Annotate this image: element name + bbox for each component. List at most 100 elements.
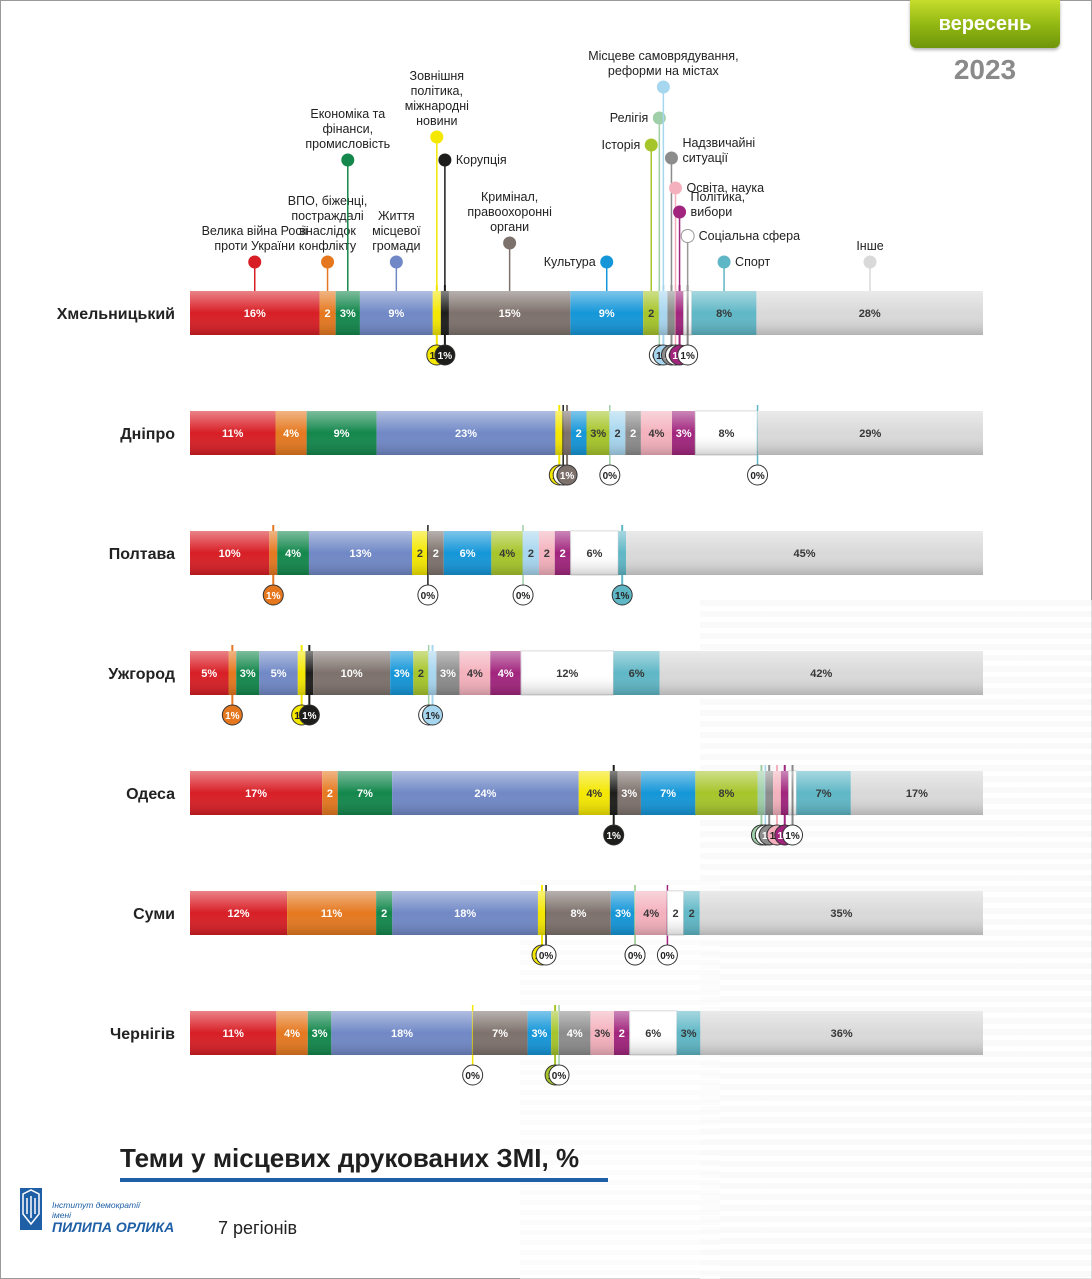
callout-value-label: 1% bbox=[438, 351, 453, 362]
chart-title: Теми у місцевих друкованих ЗМІ, % bbox=[120, 1143, 580, 1173]
legend-label: Історія bbox=[601, 138, 640, 152]
newspaper-background bbox=[700, 600, 1092, 1279]
legend-dot-religion bbox=[652, 111, 666, 125]
callout-bubble bbox=[221, 704, 243, 726]
legend-label: Культура bbox=[544, 255, 596, 269]
region-label: Дніпро bbox=[120, 426, 175, 443]
zero-marker-bubble bbox=[462, 1064, 484, 1086]
legend-dot-war bbox=[248, 255, 262, 269]
legend-dot-corruption bbox=[438, 153, 452, 167]
legend-dot-economy bbox=[341, 153, 355, 167]
zero-marker-bubble bbox=[747, 464, 769, 486]
region-label: Суми bbox=[133, 906, 175, 923]
callout-bubble bbox=[611, 584, 633, 606]
bar-gloss bbox=[190, 531, 983, 575]
bar-gloss bbox=[190, 411, 983, 455]
zero-value-label: 0% bbox=[750, 471, 765, 482]
year-label: 2023 bbox=[953, 54, 1017, 85]
legend-dot-politics bbox=[673, 205, 687, 219]
legend-dot-history bbox=[644, 138, 658, 152]
legend-dot-sport bbox=[717, 255, 731, 269]
region-label: Чернігів bbox=[110, 1026, 175, 1043]
legend-label: Інше bbox=[856, 239, 883, 253]
legend-label: Корупція bbox=[456, 153, 507, 167]
legend-label: Кримінал, правоохоронні органи bbox=[467, 190, 552, 234]
zero-value-label: 0% bbox=[421, 591, 436, 602]
legend-label: Спорт bbox=[735, 255, 770, 269]
zero-value-label: 0% bbox=[552, 1071, 567, 1082]
region-label: Одеса bbox=[126, 786, 175, 803]
zero-marker-bubble bbox=[548, 1064, 570, 1086]
bar-gloss bbox=[190, 891, 983, 935]
logo-bars-icon bbox=[26, 1196, 36, 1218]
legend-label: ВПО, біженці, постраждалі внаслідок конфлік… bbox=[288, 194, 368, 253]
legend-dot-selfgov bbox=[656, 80, 670, 94]
legend-label: Місцеве самоврядування, реформи на містах bbox=[588, 49, 738, 78]
logo-name: ПИЛИПА ОРЛИКА bbox=[52, 1219, 175, 1235]
logo-line-1: Інститут демократії bbox=[52, 1200, 140, 1210]
legend-dot-community bbox=[389, 255, 403, 269]
legend-dot-culture bbox=[600, 255, 614, 269]
zero-marker-bubble bbox=[417, 584, 439, 606]
callout-value-label: 1% bbox=[606, 831, 621, 842]
zero-marker-bubble bbox=[656, 944, 678, 966]
callout-value-label: 1% bbox=[266, 591, 281, 602]
callout-value-label: 1% bbox=[302, 711, 317, 722]
zero-value-label: 0% bbox=[465, 1071, 480, 1082]
logo-text: Інститут демократії імені ПИЛИПА ОРЛИКА bbox=[52, 1200, 174, 1234]
region-label: Хмельницький bbox=[57, 306, 175, 323]
zero-value-label: 0% bbox=[660, 951, 675, 962]
legend-dot-vpo bbox=[321, 255, 335, 269]
legend-label: Велика війна Росії проти України bbox=[202, 224, 309, 253]
logo-line-2: імені bbox=[52, 1210, 72, 1220]
callout-bubble bbox=[298, 704, 320, 726]
zero-marker-bubble bbox=[512, 584, 534, 606]
legend-label: Освіта, наука bbox=[687, 181, 765, 195]
legend-dot-emergency bbox=[664, 151, 678, 165]
title-underline bbox=[120, 1178, 608, 1182]
legend-label: Зовнішня політика, міжнародні новини bbox=[405, 69, 469, 128]
bar-gloss bbox=[190, 1011, 983, 1055]
callout-bubble bbox=[782, 824, 804, 846]
callout-bubble bbox=[434, 344, 456, 366]
callout-value-label: 1% bbox=[615, 591, 630, 602]
legend-dot-foreign bbox=[430, 130, 444, 144]
legend-dot-other bbox=[863, 255, 877, 269]
month-badge: вересень bbox=[910, 0, 1060, 48]
zero-marker-bubble bbox=[624, 944, 646, 966]
callout-value-label: 1% bbox=[785, 831, 800, 842]
legend-label: Надзвичайні ситуації bbox=[682, 136, 755, 165]
callout-bubble bbox=[603, 824, 625, 846]
legend-label: Політика, вибори bbox=[691, 190, 746, 219]
zero-marker-bubble bbox=[599, 464, 621, 486]
legend-dot-social bbox=[680, 229, 695, 243]
month-label: вересень bbox=[938, 12, 1032, 35]
chart-subtitle: 7 регіонів bbox=[218, 1218, 298, 1238]
zero-marker-bubble bbox=[535, 944, 557, 966]
bar-gloss bbox=[190, 291, 983, 335]
callout-bubble bbox=[262, 584, 284, 606]
legend-label: Життя місцевої громади bbox=[372, 209, 421, 253]
bar-gloss bbox=[190, 651, 983, 695]
region-label: Ужгород bbox=[108, 666, 175, 683]
logo-shield-icon bbox=[22, 1189, 40, 1226]
legend-dot-crime bbox=[503, 236, 517, 250]
zero-value-label: 0% bbox=[516, 591, 531, 602]
zero-value-label: 0% bbox=[603, 471, 618, 482]
callout-value-label: 1% bbox=[225, 711, 240, 722]
institute-logo bbox=[20, 1188, 42, 1230]
legend-label: Релігія bbox=[610, 111, 649, 125]
callout-value-label: 1% bbox=[425, 711, 440, 722]
callout-bubble bbox=[556, 464, 578, 486]
zero-value-label: 0% bbox=[539, 951, 554, 962]
legend-dot-education bbox=[669, 181, 683, 195]
callout-bubble bbox=[422, 704, 444, 726]
callout-value-label: 1% bbox=[560, 471, 575, 482]
legend-label: Економіка та фінанси, промисловість bbox=[305, 107, 390, 151]
callout-value-label: 1% bbox=[680, 351, 695, 362]
region-label: Полтава bbox=[109, 546, 175, 563]
zero-value-label: 0% bbox=[628, 951, 643, 962]
callout-bubble bbox=[677, 344, 699, 366]
bar-gloss bbox=[190, 771, 983, 815]
